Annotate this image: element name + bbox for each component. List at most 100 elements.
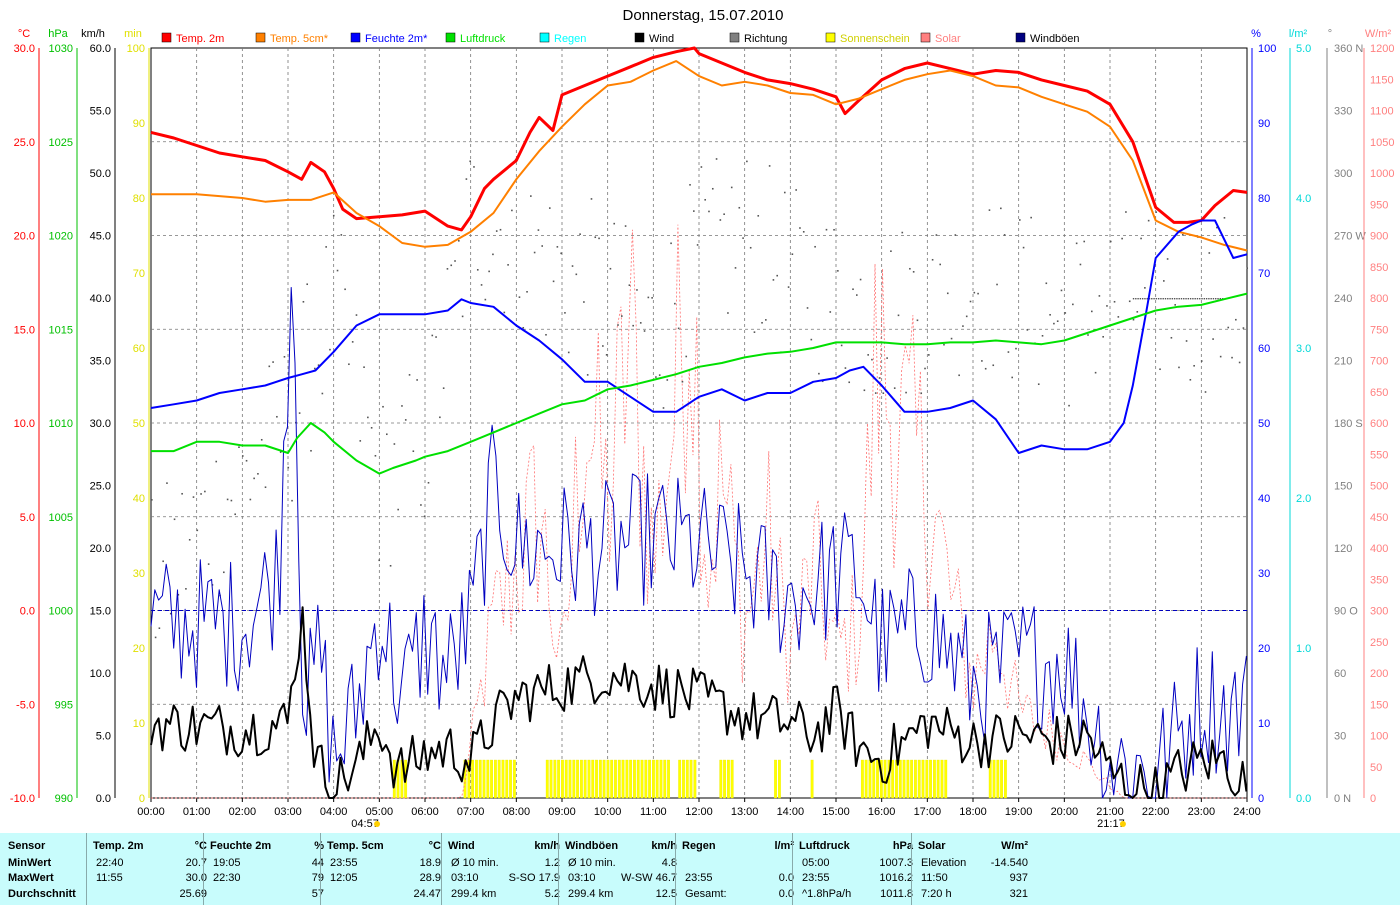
pressure-line — [151, 292, 1248, 475]
sunshine-axis-tick-label: 40 — [133, 493, 145, 505]
solar-axis-tick-label: 1000 — [1370, 168, 1394, 180]
x-tick-label: 00:00 — [137, 806, 165, 818]
direction-point — [1159, 368, 1161, 371]
direction-point — [166, 482, 168, 484]
solar-axis-tick-label: 750 — [1370, 324, 1388, 336]
legend-label: Richtung — [744, 33, 787, 45]
solar-axis-tick-label: 150 — [1370, 699, 1388, 711]
x-tick-label: 19:00 — [1005, 806, 1033, 818]
direction-point — [499, 228, 502, 231]
temp-axis-tick-label: -10.0 — [10, 793, 35, 805]
direction-point — [1162, 298, 1164, 300]
direction-point — [1192, 298, 1194, 300]
direction-point — [348, 363, 350, 366]
sunshine-bar — [486, 759, 490, 799]
sunshine-bar — [944, 759, 948, 799]
summary-column-divider — [558, 833, 559, 905]
direction-point — [367, 416, 369, 419]
direction-point — [272, 361, 274, 363]
direction-point — [1140, 237, 1142, 240]
direction-point — [848, 381, 851, 384]
direction-point — [1056, 320, 1059, 322]
direction-point — [1015, 347, 1017, 350]
direction-point — [594, 236, 597, 239]
pressure-axis-tick-label: 990 — [55, 793, 73, 805]
direction-point — [867, 354, 869, 356]
direction-point — [1083, 240, 1086, 243]
direction-point — [351, 341, 354, 343]
direction-point — [287, 466, 290, 469]
temp-axis-tick-label: 0.0 — [20, 606, 35, 618]
sunset-marker — [1119, 821, 1126, 827]
humidity-axis-tick-label: 80 — [1258, 193, 1270, 205]
direction-point — [677, 327, 680, 330]
direction-point — [1102, 335, 1104, 338]
direction-point — [545, 333, 547, 336]
direction-point — [632, 324, 634, 327]
solar-axis-tick-label: 100 — [1370, 731, 1388, 743]
direction-point — [416, 379, 418, 381]
x-tick-label: 20:00 — [1051, 806, 1079, 818]
pressure-axis-tick-label: 1020 — [49, 231, 73, 243]
direction-point — [404, 419, 407, 421]
legend-label: Sonnenschein — [840, 33, 910, 45]
wind-axis-tick-label: 40.0 — [90, 293, 111, 305]
direction-point — [469, 160, 471, 163]
direction-point — [909, 267, 911, 270]
direction-point — [461, 315, 464, 318]
direction-point — [1208, 298, 1210, 300]
direction-point — [526, 290, 528, 293]
direction-point — [886, 357, 888, 359]
x-tick-label: 24:00 — [1233, 806, 1261, 818]
direction-point — [1144, 287, 1146, 289]
summary-header-temp5cm: Temp. 5cm — [327, 840, 384, 852]
direction-point — [636, 289, 638, 291]
summary-header-regen: Regen — [682, 840, 716, 852]
sunshine-bar — [633, 759, 636, 799]
summary-cell-label-boeen: 299.4 km — [568, 888, 614, 900]
gust-line — [150, 287, 1247, 799]
humidity-axis-tick-label: 70 — [1258, 268, 1270, 280]
summary-cell-value-wind: 5.2 — [544, 888, 560, 900]
direction-point — [548, 207, 551, 209]
sunshine-bar — [576, 759, 579, 799]
sunshine-bar — [774, 759, 777, 799]
direction-point — [185, 588, 187, 590]
summary-row-label: Durchschnitt — [8, 888, 76, 900]
sunshine-bar — [996, 759, 1000, 799]
summary-cell-label-temp2m: 22:40 — [96, 857, 124, 869]
direction-point — [1219, 298, 1221, 300]
temp-5cm-line — [151, 60, 1248, 252]
direction-axis-tick-label: 330 — [1334, 106, 1352, 118]
sunshine-bar — [598, 759, 602, 799]
direction-point — [321, 392, 324, 395]
sunshine-bar — [553, 759, 557, 799]
summary-cell-label-feuchte: 19:05 — [213, 857, 241, 869]
direction-point — [1169, 298, 1171, 300]
solar-line — [151, 224, 1247, 799]
pressure-axis-tick-label: 1015 — [49, 324, 73, 336]
direction-point — [370, 427, 373, 429]
direction-point — [181, 492, 183, 495]
sunshine-bar — [629, 759, 633, 799]
legend-label: Feuchte 2m* — [365, 33, 428, 45]
wind-axis-tick-label: 10.0 — [90, 668, 111, 680]
direction-axis-unit-label: ° — [1328, 28, 1332, 40]
direction-point — [628, 284, 631, 286]
direction-point — [746, 160, 748, 163]
solar-axis-tick-label: 650 — [1370, 387, 1388, 399]
sunshine-bar — [557, 759, 561, 799]
summary-row-label: MinWert — [8, 857, 52, 869]
x-tick-label: 13:00 — [731, 806, 759, 818]
direction-point — [719, 219, 722, 221]
direction-point — [1176, 298, 1178, 300]
direction-point — [192, 496, 195, 498]
summary-header-boeen: Windböen — [565, 840, 619, 852]
legend-swatch — [445, 32, 456, 43]
summary-cell-value-solar: -14.540 — [990, 857, 1028, 869]
direction-point — [730, 186, 733, 189]
direction-point — [609, 267, 612, 270]
wind-axis-tick-label: 25.0 — [90, 481, 111, 493]
direction-point — [586, 374, 589, 376]
solar-axis-tick-label: 1100 — [1370, 106, 1394, 118]
